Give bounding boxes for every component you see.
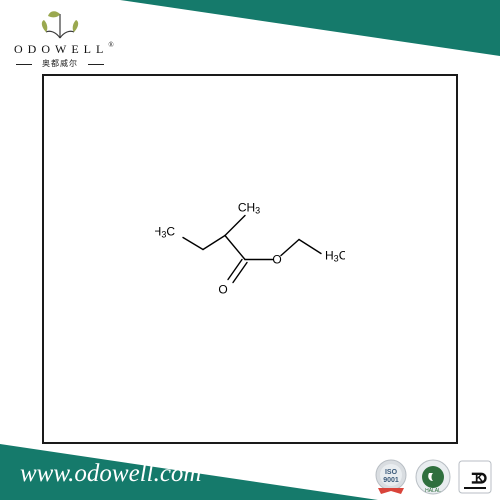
halal-badge: HALAL	[414, 458, 452, 496]
halal-text: HALAL	[425, 488, 441, 494]
brand-name: ODOWELL	[14, 42, 108, 56]
iso-text-1: ISO	[385, 469, 398, 476]
website-url[interactable]: www.odowell.com	[20, 460, 201, 488]
brand-subtitle-cn: 奥都威尔	[14, 58, 106, 69]
product-card: ODOWELL® 奥都威尔 CH3 O O H	[0, 0, 500, 500]
iso-9001-badge: ISO 9001	[372, 458, 410, 496]
leaf-icon	[38, 8, 82, 40]
kosher-badge: ⊃ K	[456, 458, 494, 496]
trademark-icon: ®	[108, 41, 113, 49]
label-o-double: O	[218, 283, 227, 297]
brand-wordmark: ODOWELL®	[14, 42, 106, 57]
chemical-structure: CH3 O O H3C H3C	[155, 168, 345, 318]
brand-logo: ODOWELL® 奥都威尔	[14, 8, 106, 69]
iso-text-2: 9001	[383, 477, 399, 484]
kosher-k: K	[475, 471, 484, 485]
label-h3c-right: H3C	[325, 249, 345, 264]
certification-badges: ISO 9001 HALAL ⊃ K	[372, 458, 494, 496]
label-h3c-left: H3C	[155, 225, 175, 240]
label-ch3: CH3	[238, 201, 260, 216]
label-o-ester: O	[272, 253, 281, 267]
